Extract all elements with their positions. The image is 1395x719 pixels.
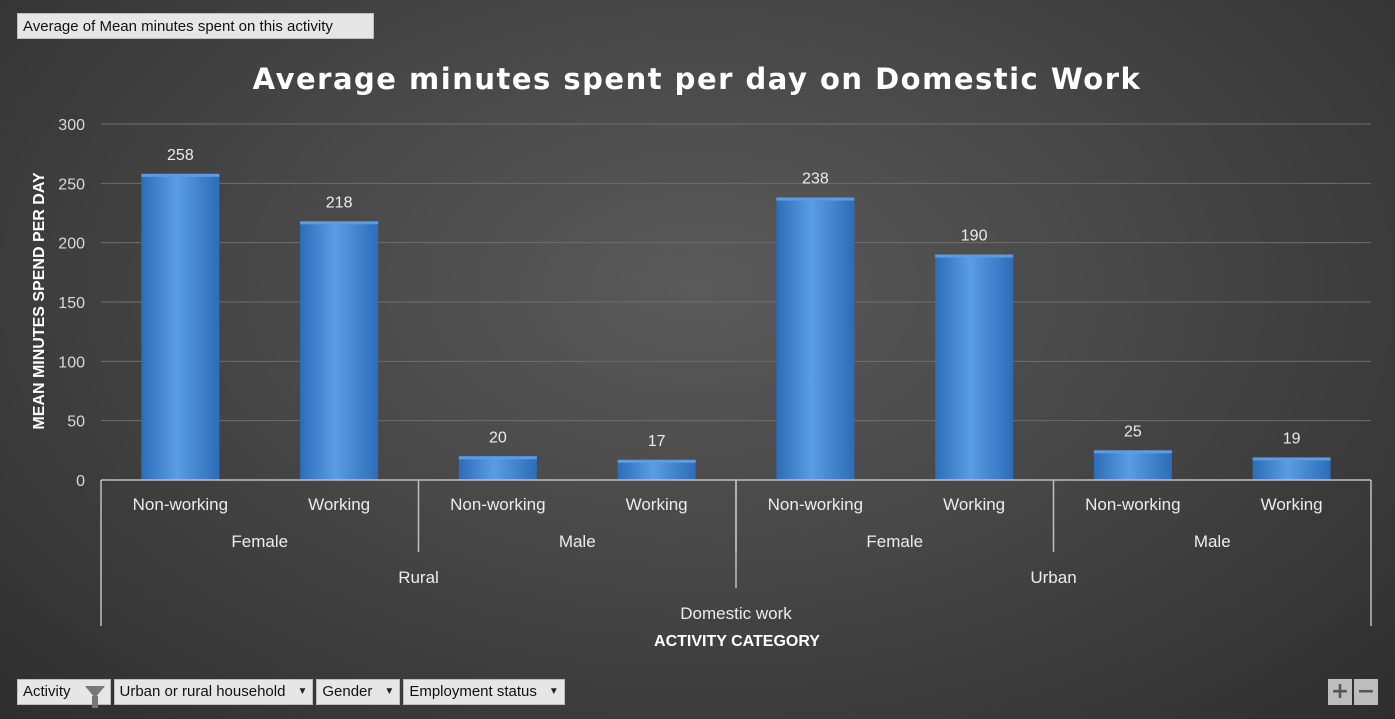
bar-top-highlight [141,173,220,177]
y-axis-title: MEAN MINUTES SPEND PER DAY [31,172,48,430]
urban-rural-filter-label: Urban or rural household [119,683,286,700]
chart-title: Average minutes spent per day on Domesti… [253,62,1142,96]
x-tick-label-activity: Domestic work [680,604,792,623]
dropdown-arrow-icon[interactable]: ▼ [297,686,308,697]
bar-top-highlight [617,459,696,463]
y-tick-label: 250 [58,176,85,193]
x-tick-label-status: Working [943,495,1005,514]
bar-top-highlight [776,197,855,201]
x-tick-label-status: Working [626,495,688,514]
x-tick-label-area: Urban [1030,568,1076,587]
x-tick-label-status: Non-working [1085,495,1180,514]
value-field-button[interactable]: Average of Mean minutes spent on this ac… [17,13,374,39]
activity-filter-label: Activity [23,683,71,700]
data-label: 20 [489,429,507,446]
data-label: 19 [1283,430,1301,447]
bar [776,197,855,480]
x-tick-label-gender: Female [231,532,288,551]
dropdown-arrow-icon[interactable]: ▼ [384,686,395,697]
data-label: 218 [326,194,353,211]
x-axis-title: ACTIVITY CATEGORY [654,633,820,650]
bar-top-highlight [935,254,1014,258]
y-tick-label: 0 [76,473,85,490]
x-tick-label-status: Non-working [768,495,863,514]
x-tick-label-status: Working [1261,495,1323,514]
x-tick-label-gender: Male [1194,532,1231,551]
bar-top-highlight [458,456,537,460]
gender-filter-button[interactable]: Gender ▼ [316,679,401,705]
data-label: 190 [961,228,988,245]
bar-top-highlight [1252,457,1331,461]
x-tick-label-gender: Male [559,532,596,551]
bar-top-highlight [1093,450,1172,454]
y-tick-label: 200 [58,236,85,253]
gender-filter-label: Gender [322,683,373,700]
x-tick-label-status: Non-working [133,495,228,514]
y-tick-label: 50 [67,414,85,431]
activity-filter-button[interactable]: Activity [17,679,111,708]
employment-status-filter-label: Employment status [409,683,537,700]
zoom-controls: + − [1328,679,1378,705]
bar-top-highlight [300,221,379,225]
data-label: 238 [802,171,829,188]
x-axis: Non-working Working Non-working Working Non-… [100,479,1372,626]
bar [300,221,379,480]
data-label: 25 [1124,423,1142,440]
x-tick-label-gender: Female [866,532,923,551]
y-tick-label: 150 [58,295,85,312]
bar [617,459,696,480]
x-tick-label-status: Non-working [450,495,545,514]
employment-status-filter-button[interactable]: Employment status ▼ [403,679,565,705]
data-labels: 258 218 20 17 238 190 25 19 [167,147,1301,450]
grid-lines [101,123,1371,422]
bar [935,254,1014,480]
y-tick-label: 100 [58,354,85,371]
filter-bar: Activity Urban or rural household ▼ Gend… [17,679,565,708]
x-tick-label-status: Working [308,495,370,514]
bar [458,456,537,480]
x-tick-label-area: Rural [398,568,439,587]
dropdown-arrow-icon[interactable]: ▼ [548,686,559,697]
collapse-field-button[interactable]: − [1354,679,1378,705]
bar [1252,457,1331,480]
urban-rural-filter-button[interactable]: Urban or rural household ▼ [113,679,314,705]
y-axis-tick-labels: 0 50 100 150 200 250 300 [58,117,85,490]
data-label: 258 [167,147,194,164]
bar [141,173,220,480]
filter-funnel-icon[interactable] [84,686,105,708]
bars [141,173,1331,480]
y-tick-label: 300 [58,117,85,134]
expand-field-button[interactable]: + [1328,679,1352,705]
bar [1093,450,1172,480]
data-label: 17 [648,433,666,450]
